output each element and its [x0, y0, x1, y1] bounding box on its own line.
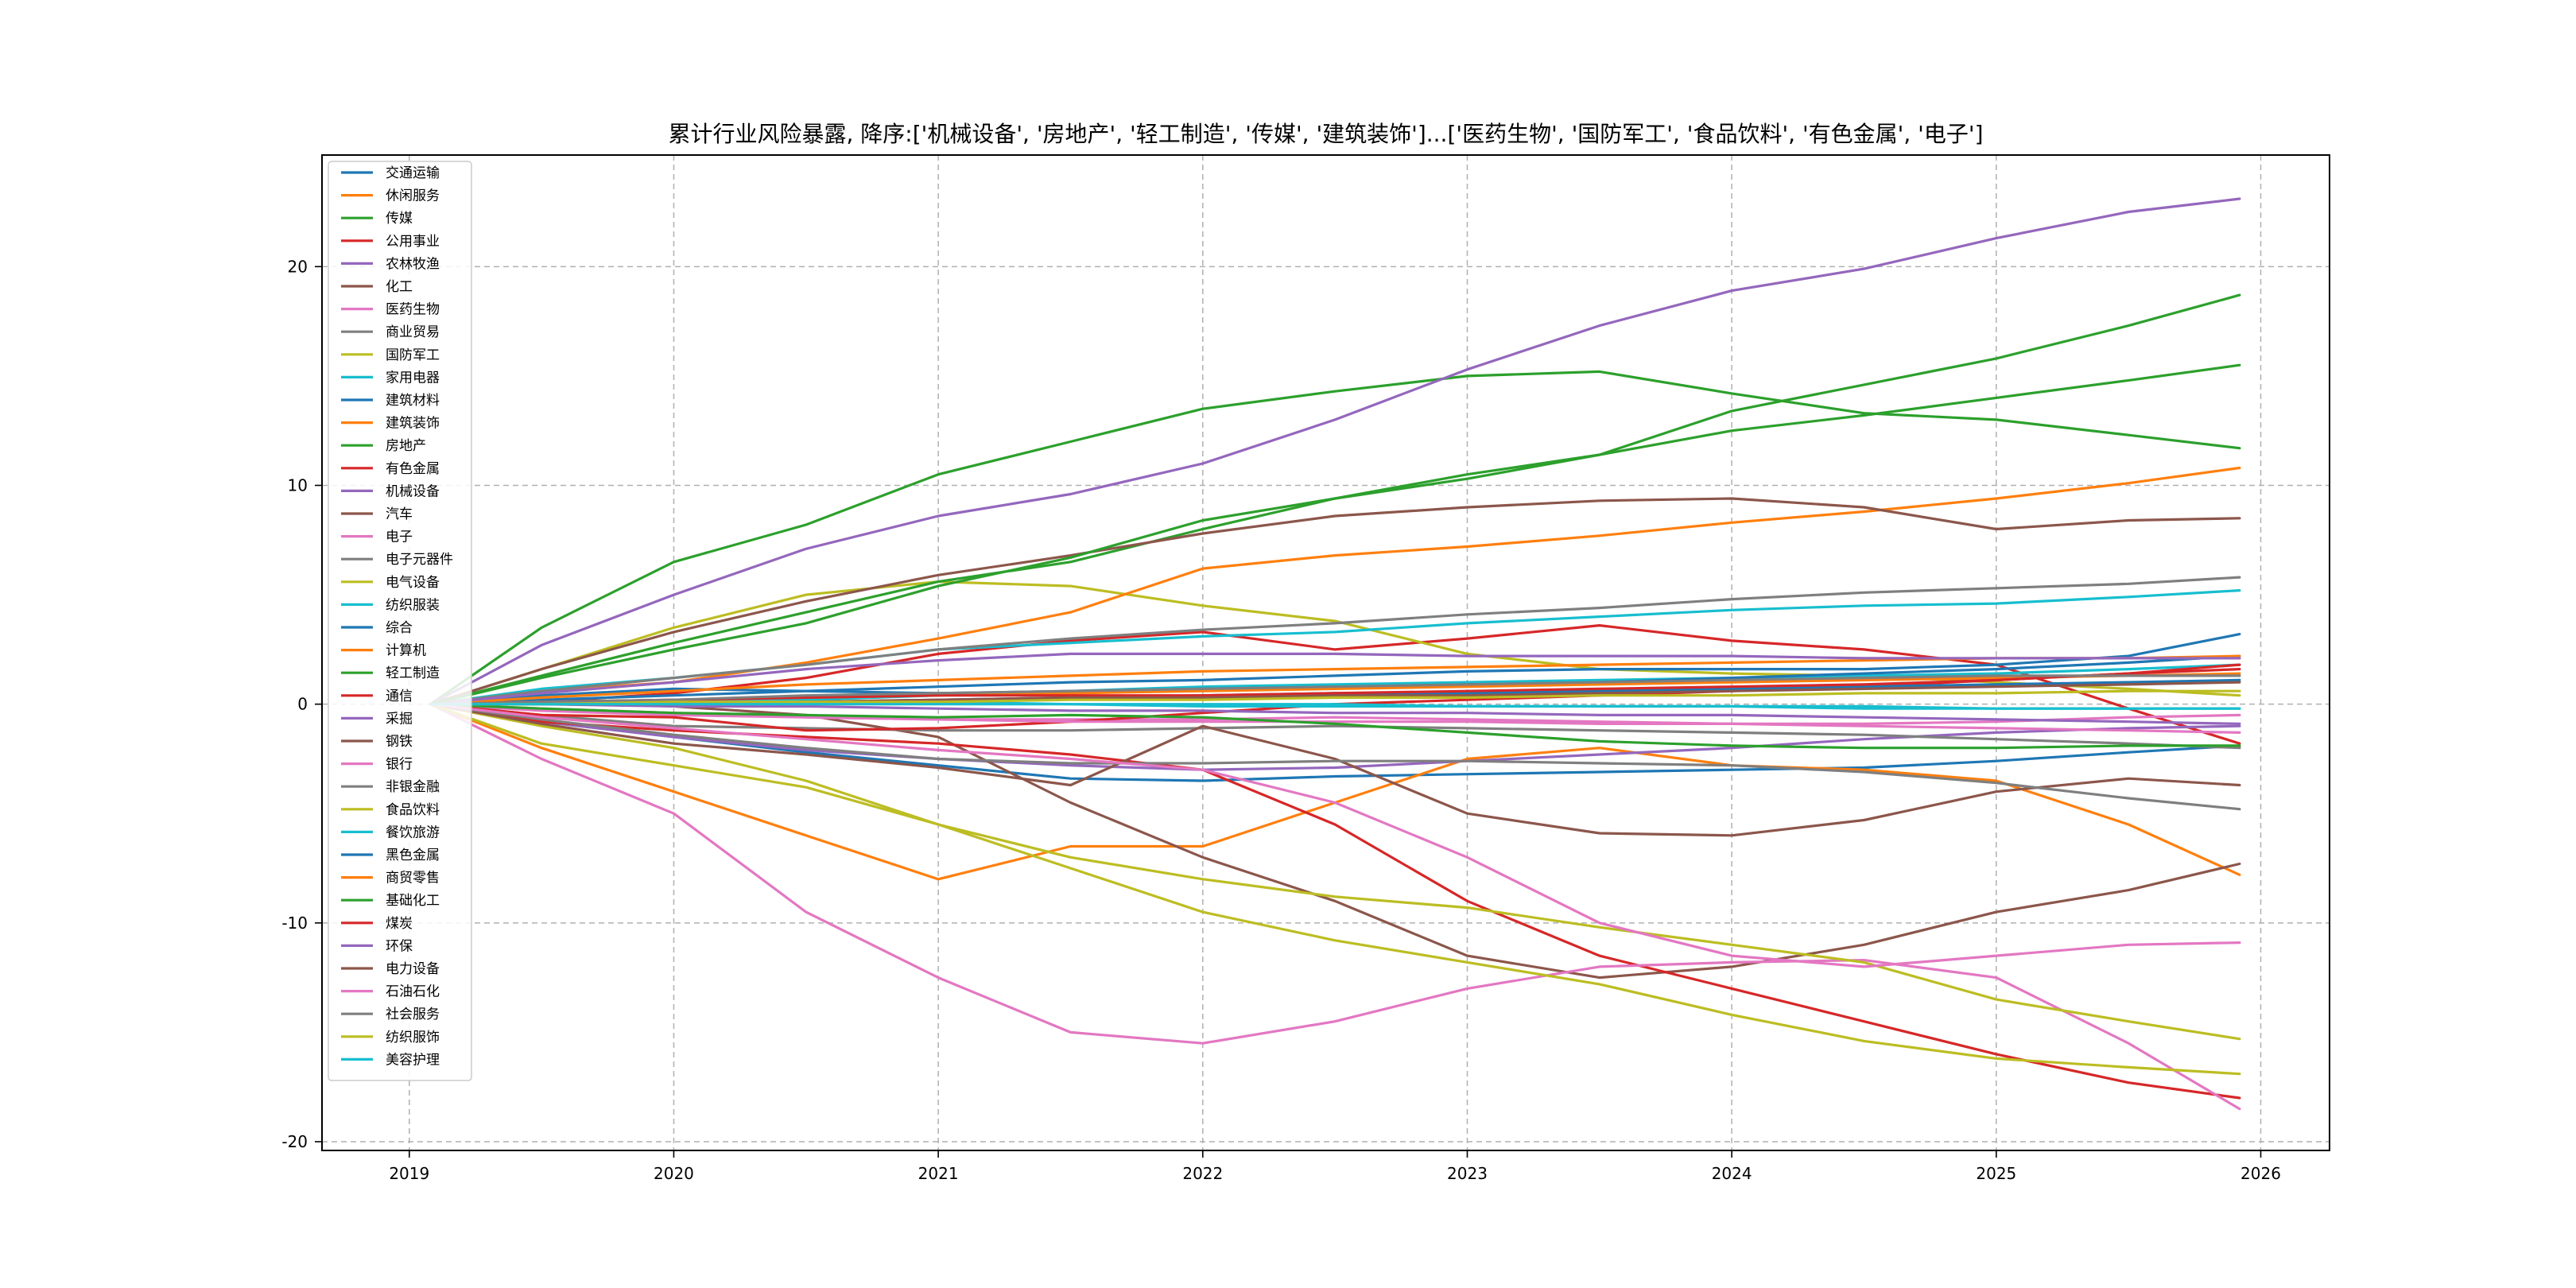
legend-label: 综合: [386, 620, 413, 636]
legend-label: 机械设备: [386, 483, 440, 499]
series-line: [429, 652, 2241, 706]
legend-label: 非银金融: [386, 779, 440, 795]
series-line: [429, 703, 2241, 710]
legend-label: 纺织服装: [386, 597, 440, 613]
y-tick-label: 20: [288, 257, 308, 276]
chart-title: 累计行业风险暴露, 降序:['机械设备', '房地产', '轻工制造', '传媒…: [669, 121, 1984, 147]
legend-label: 钢铁: [386, 734, 413, 750]
legend-label: 社会服务: [386, 1007, 440, 1022]
legend-label: 电子: [386, 530, 413, 545]
series-line: [429, 703, 2241, 726]
series-line: [429, 703, 2241, 811]
legend-label: 化工: [386, 279, 413, 295]
legend-label: 美容护理: [386, 1052, 440, 1068]
series-line: [429, 703, 2241, 837]
legend-label: 轻工制造: [386, 665, 440, 681]
legend-label: 石油石化: [386, 984, 440, 1000]
legend-box: [328, 161, 472, 1081]
x-tick-label: 2022: [1182, 1164, 1223, 1183]
y-tick-label: -20: [281, 1132, 308, 1151]
grid: [322, 155, 2330, 1150]
legend-label: 传媒: [386, 211, 413, 227]
x-tick-label: 2020: [654, 1164, 694, 1183]
series-line: [429, 632, 2241, 706]
x-tick-label: 2019: [389, 1164, 429, 1183]
legend-label: 纺织服饰: [386, 1030, 440, 1046]
series-line: [429, 703, 2241, 735]
legend-label: 房地产: [386, 438, 426, 454]
legend-label: 农林牧渔: [386, 256, 440, 272]
series-line: [429, 580, 2241, 706]
legend-label: 煤炭: [386, 916, 413, 932]
series-line: [429, 703, 2241, 771]
legend-label: 医药生物: [386, 302, 440, 318]
y-tick-label: 10: [288, 475, 308, 495]
x-tick-label: 2021: [918, 1164, 959, 1183]
series-line: [429, 700, 2241, 980]
legend-label: 电力设备: [386, 961, 440, 977]
legend-label: 家用电器: [386, 370, 440, 386]
legend-label: 建筑材料: [386, 393, 440, 409]
legend-label: 电气设备: [386, 575, 440, 591]
legend-label: 银行: [386, 757, 413, 773]
y-tick-label: 0: [297, 695, 308, 714]
series-line: [429, 703, 2241, 1041]
series-line: [429, 674, 2241, 706]
legend-label: 交通运输: [386, 165, 440, 181]
series-line: [429, 703, 2241, 750]
series-line: [429, 466, 2241, 706]
series-line: [429, 703, 2241, 1111]
legend-label: 有色金属: [386, 461, 440, 477]
legend-label: 通信: [386, 689, 413, 704]
legend-label: 电子元器件: [386, 552, 453, 568]
series-lines: [429, 197, 2241, 1111]
legend-label: 国防军工: [386, 347, 440, 363]
series-line: [429, 689, 2241, 706]
legend-label: 公用事业: [386, 234, 440, 250]
axes: 2019 2020 2021 2022 2023 2024 2025 2026 20 10 0 -10…: [281, 257, 2281, 1183]
series-line: [429, 703, 2241, 968]
series-line: [429, 703, 2241, 1076]
series-line: [429, 703, 2241, 750]
legend-label: 环保: [386, 938, 413, 954]
plot-area: [321, 154, 2330, 1151]
series-line: [429, 497, 2241, 706]
legend-label: 食品饮料: [386, 802, 440, 818]
x-tick-label: 2023: [1447, 1164, 1488, 1183]
legend-label: 黑色金属: [386, 848, 440, 863]
legend-label: 餐饮旅游: [386, 824, 440, 840]
legend-label: 汽车: [386, 506, 413, 522]
y-tick-label: -10: [281, 914, 308, 933]
legend-label: 商贸零售: [386, 871, 440, 886]
series-line: [429, 370, 2241, 706]
x-tick-label: 2025: [1976, 1164, 2016, 1183]
legend-label: 建筑装饰: [386, 416, 440, 432]
series-line: [429, 197, 2241, 706]
legend-label: 商业贸易: [386, 324, 440, 340]
legend-label: 采掘: [386, 711, 413, 727]
series-line: [429, 576, 2241, 706]
legend-label: 基础化工: [386, 893, 440, 909]
x-tick-label: 2024: [1712, 1164, 1752, 1183]
legend-label: 计算机: [386, 643, 426, 659]
legend-label: 休闲服务: [386, 188, 440, 204]
series-line: [429, 293, 2241, 706]
x-tick-label: 2026: [2240, 1164, 2281, 1183]
legend: 交通运输休闲服务传媒公用事业农林牧渔化工医药生物商业贸易国防军工家用电器建筑材料…: [328, 161, 472, 1081]
